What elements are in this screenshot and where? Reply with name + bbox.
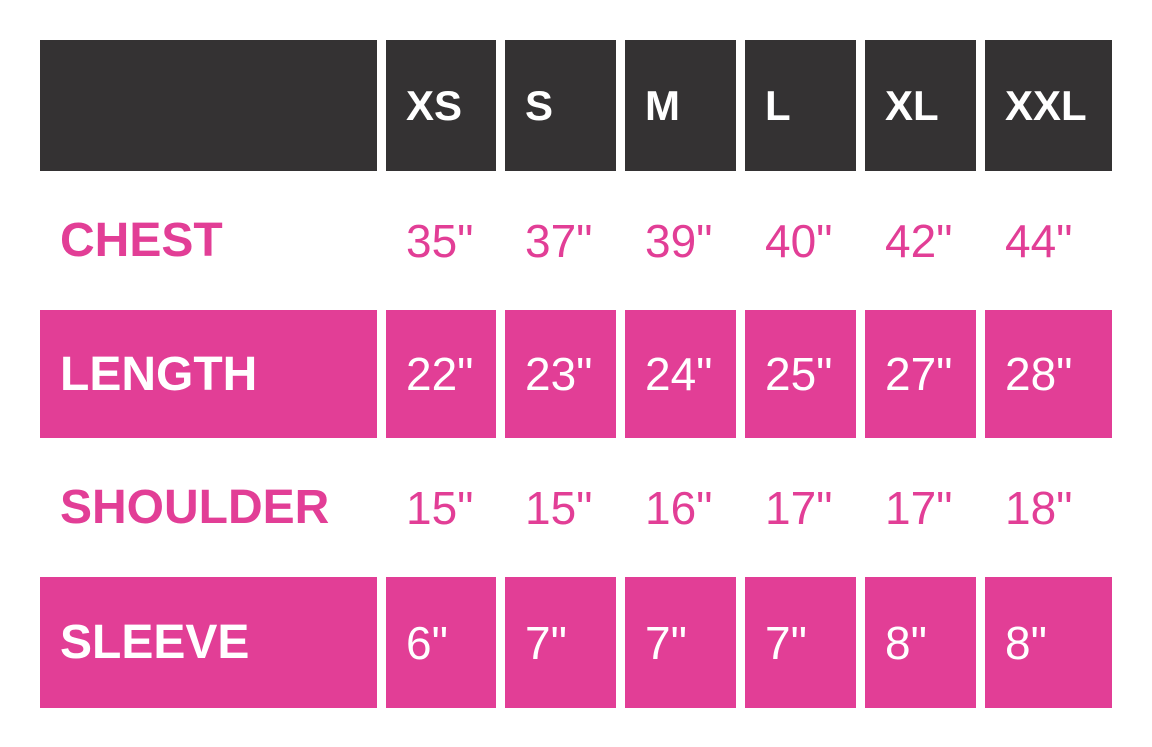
cell-length-xxl: 28" (985, 310, 1112, 438)
cell-chest-xs: 35" (386, 171, 496, 310)
header-empty-cell (40, 40, 377, 171)
cell-sleeve-xs: 6" (386, 577, 496, 708)
cell-sleeve-xl: 8" (865, 577, 976, 708)
cell-shoulder-xl: 17" (865, 438, 976, 577)
cell-sleeve-m: 7" (625, 577, 736, 708)
cell-sleeve-s: 7" (505, 577, 616, 708)
cell-shoulder-m: 16" (625, 438, 736, 577)
cell-chest-l: 40" (745, 171, 856, 310)
column-header-s: S (505, 40, 616, 171)
cell-chest-xxl: 44" (985, 171, 1112, 310)
cell-sleeve-xxl: 8" (985, 577, 1112, 708)
size-chart-table: XS S M L XL XXL CHEST 35" 37" 39" 40" 42… (40, 40, 1112, 708)
cell-length-xs: 22" (386, 310, 496, 438)
column-header-l: L (745, 40, 856, 171)
cell-chest-m: 39" (625, 171, 736, 310)
cell-chest-s: 37" (505, 171, 616, 310)
cell-length-l: 25" (745, 310, 856, 438)
cell-length-s: 23" (505, 310, 616, 438)
cell-sleeve-l: 7" (745, 577, 856, 708)
column-header-xxl: XXL (985, 40, 1112, 171)
cell-shoulder-xs: 15" (386, 438, 496, 577)
row-label-chest: CHEST (40, 171, 377, 310)
cell-shoulder-l: 17" (745, 438, 856, 577)
row-label-length: LENGTH (40, 310, 377, 438)
cell-shoulder-xxl: 18" (985, 438, 1112, 577)
cell-shoulder-s: 15" (505, 438, 616, 577)
cell-length-m: 24" (625, 310, 736, 438)
column-header-xs: XS (386, 40, 496, 171)
column-header-xl: XL (865, 40, 976, 171)
size-chart: XS S M L XL XXL CHEST 35" 37" 39" 40" 42… (40, 40, 1112, 708)
column-header-m: M (625, 40, 736, 171)
cell-length-xl: 27" (865, 310, 976, 438)
row-label-sleeve: SLEEVE (40, 577, 377, 708)
cell-chest-xl: 42" (865, 171, 976, 310)
row-label-shoulder: SHOULDER (40, 438, 377, 577)
